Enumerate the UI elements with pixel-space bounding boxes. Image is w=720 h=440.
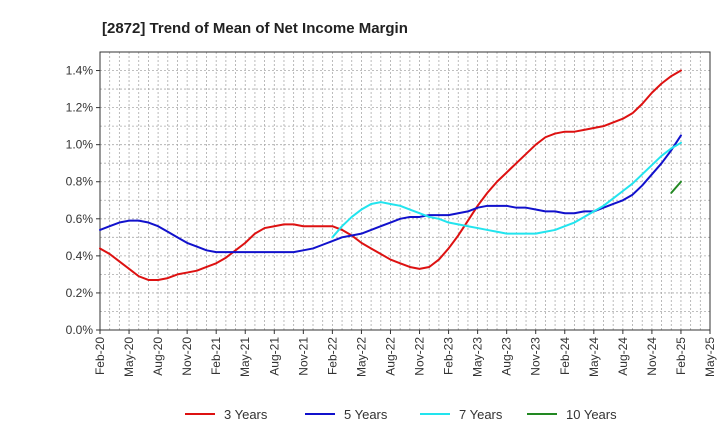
y-tick-label: 0.4% [66,249,94,263]
legend-label-10-years: 10 Years [566,407,617,422]
series-lines [99,69,682,281]
x-tick-label: May-24 [587,337,601,377]
x-tick-label: May-25 [703,337,717,377]
y-tick-label: 1.0% [66,138,94,152]
x-tick-label: Aug-22 [383,337,397,376]
legend-label-3-years: 3 Years [224,407,268,422]
legend-label-7-years: 7 Years [459,407,503,422]
series-line-5-years [99,134,682,254]
y-tick-label: 0.0% [66,323,94,337]
x-tick-label: Feb-25 [674,337,688,375]
grid [99,52,711,330]
y-tick-label: 0.8% [66,175,94,189]
x-tick-label: Aug-24 [616,337,630,376]
x-tick-label: May-23 [471,337,485,377]
x-tick-label: Aug-23 [500,337,514,376]
x-tick-label: Feb-23 [442,337,456,375]
x-tick-label: May-22 [354,337,368,377]
x-tick-label: Nov-23 [529,337,543,376]
x-tick-label: Feb-22 [325,337,339,375]
x-tick-label: Nov-20 [180,337,194,376]
y-tick-label: 1.4% [66,64,94,78]
legend: 3 Years 5 Years 7 Years 10 Years [185,407,617,422]
x-tick-label: Feb-20 [93,337,107,375]
x-tick-label: Feb-21 [209,337,223,375]
x-tick-label: Aug-20 [151,337,165,376]
y-tick-label: 0.6% [66,212,94,226]
series-line-3-years [99,69,682,281]
legend-label-5-years: 5 Years [344,407,388,422]
y-axis: 0.0% 0.2% 0.4% 0.6% 0.8% 1.0% 1.2% 1.4% [66,64,100,337]
series-line-7-years [331,141,682,239]
series-line-10-years [670,180,682,194]
x-tick-label: Nov-21 [296,337,310,376]
x-tick-label: Aug-21 [267,337,281,376]
x-axis: Feb-20 May-20 Aug-20 Nov-20 Feb-21 May-21 Aug-… [93,330,717,377]
x-tick-label: Feb-24 [558,337,572,375]
x-tick-label: Nov-22 [413,337,427,376]
plot-frame [99,51,711,331]
y-tick-label: 0.2% [66,286,94,300]
y-tick-label: 1.2% [66,101,94,115]
chart-title: [2872] Trend of Mean of Net Income Margi… [102,20,408,37]
x-tick-label: Nov-24 [645,337,659,376]
x-tick-label: May-20 [122,337,136,377]
x-tick-label: May-21 [238,337,252,377]
